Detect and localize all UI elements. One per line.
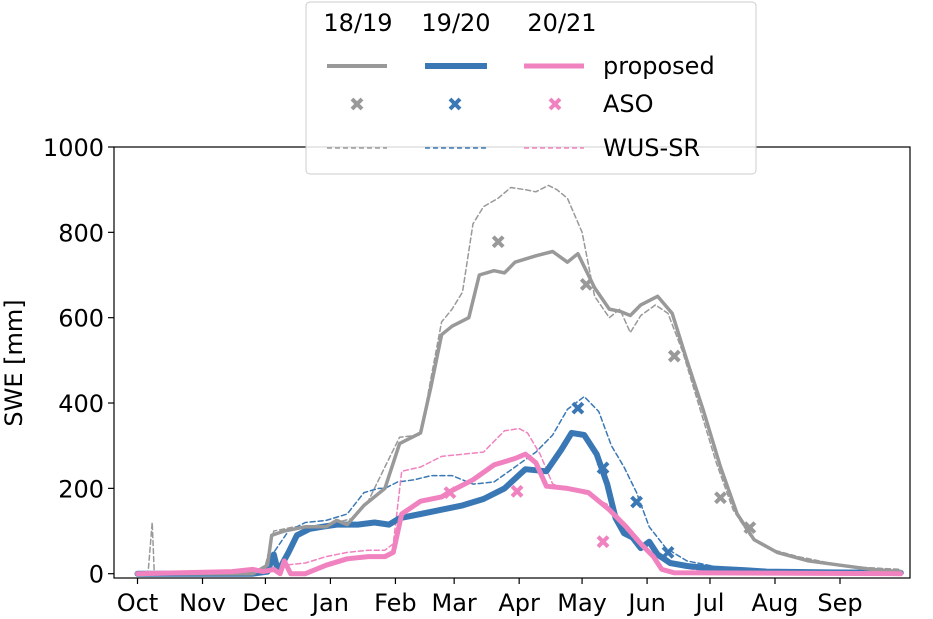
y-tick-label: 1000	[43, 134, 104, 162]
y-tick-label: 0	[89, 561, 104, 589]
aso-marker-18-19-1	[579, 277, 593, 291]
aso-marker-19-20-3	[661, 545, 675, 559]
x-tick-label: Aug	[752, 589, 799, 617]
x-tick-label: Jul	[694, 589, 725, 617]
aso-marker-19-20-1	[596, 461, 610, 475]
x-tick-label: Dec	[242, 589, 288, 617]
series-wus-sr-20-21	[136, 427, 902, 575]
legend-aso-18-19	[350, 97, 364, 111]
legend-label-aso: ASO	[603, 90, 654, 118]
legend-label-proposed: proposed	[603, 52, 715, 80]
aso-marker-layer	[443, 235, 757, 559]
aso-marker-18-19-0	[491, 235, 505, 249]
y-tick-layer: 0 200 400 600 800 1000	[43, 134, 114, 589]
aso-marker-20-21-0	[443, 486, 457, 500]
aso-marker-18-19-3	[714, 491, 727, 505]
aso-marker-19-20-2	[630, 495, 644, 509]
legend-box	[305, 1, 757, 175]
legend-label-wussr: WUS-SR	[603, 134, 700, 162]
series-proposed-20-21	[135, 451, 904, 577]
y-tick-label: 400	[58, 390, 104, 418]
x-tick-label: Feb	[374, 589, 417, 617]
y-tick-label: 200	[58, 475, 104, 503]
series-wus-sr-19-20	[136, 395, 902, 575]
legend-header-18-19: 18/19	[323, 9, 392, 37]
x-tick-label: Sep	[817, 589, 862, 617]
plot-frame	[113, 146, 911, 579]
aso-marker-18-19-4	[743, 521, 757, 535]
aso-marker-19-20-0	[571, 401, 585, 415]
x-tick-label: May	[557, 589, 607, 617]
x-tick-label: Oct	[117, 589, 159, 617]
series-proposed-18-19	[135, 249, 903, 576]
series-proposed-19-20	[134, 429, 904, 577]
x-tick-label: Apr	[498, 589, 540, 617]
x-tick-label: Jun	[626, 589, 666, 617]
series-layer	[134, 184, 904, 577]
legend-header-20-21: 20/21	[527, 9, 596, 37]
legend-aso-19-20	[448, 97, 462, 111]
aso-marker-20-21-1	[510, 484, 524, 498]
legend: 18/19 19/20 20/21 proposed ASO WUS-SR	[305, 1, 757, 175]
y-tick-label: 800	[58, 219, 104, 247]
aso-marker-18-19-2	[667, 349, 681, 363]
y-axis-label: SWE [mm]	[0, 299, 28, 426]
x-tick-layer: Oct Nov Dec Jan Feb Mar Apr May Jun Jul Aug Sep	[117, 578, 863, 617]
series-wus-sr-18-19	[136, 184, 902, 575]
legend-header-19-20: 19/20	[421, 9, 490, 37]
y-tick-label: 600	[58, 305, 104, 333]
x-tick-label: Mar	[432, 589, 477, 617]
x-tick-label: Nov	[179, 589, 226, 617]
aso-marker-20-21-2	[596, 535, 610, 549]
legend-aso-20-21	[548, 97, 562, 111]
x-tick-label: Jan	[310, 589, 349, 617]
